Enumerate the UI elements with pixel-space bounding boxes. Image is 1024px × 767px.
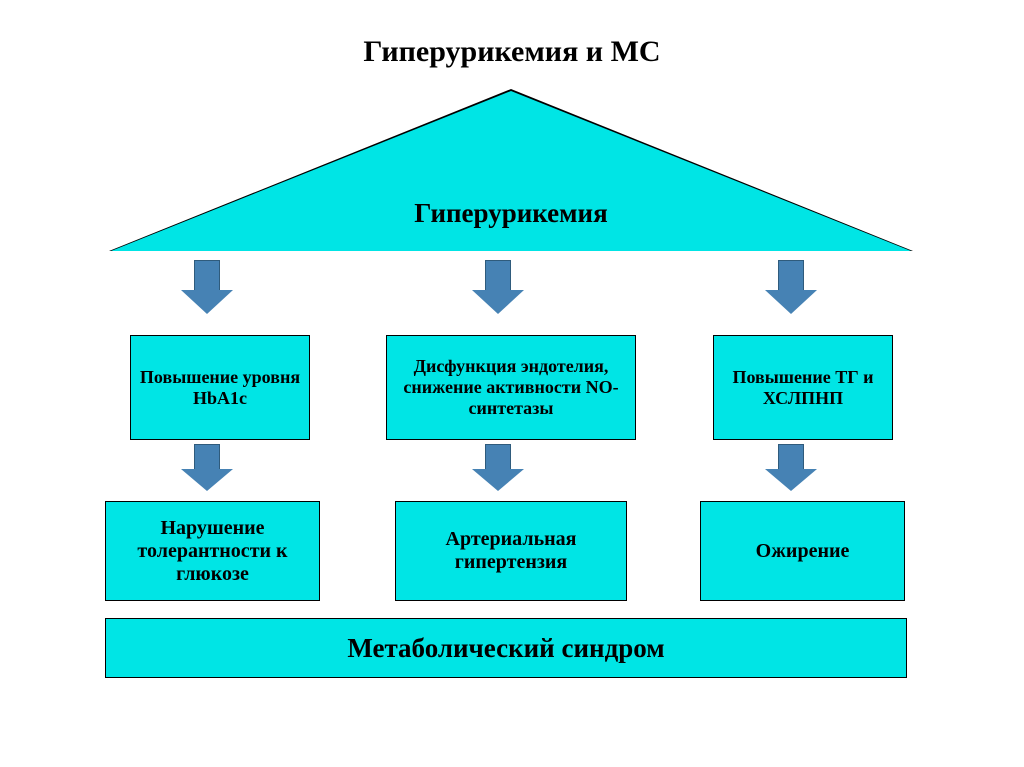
arrow-down-icon	[765, 444, 817, 491]
box-endothelium: Дисфункция эндотелия, снижение активност…	[386, 335, 636, 440]
box-label: Повышение ТГ и ХСЛПНП	[722, 367, 884, 409]
box-obesity: Ожирение	[700, 501, 905, 601]
box-label: Повышение уровня HbA1c	[139, 367, 301, 409]
arrow-down-icon	[181, 444, 233, 491]
arrow-down-icon	[765, 260, 817, 314]
box-label: Ожирение	[756, 540, 850, 563]
box-hba1c: Повышение уровня HbA1c	[130, 335, 310, 440]
page-title: Гиперурикемия и МС	[0, 35, 1024, 69]
box-metabolic-syndrome: Метаболический синдром	[105, 618, 907, 678]
arrow-down-icon	[472, 444, 524, 491]
box-hypertension: Артериальная гипертензия	[395, 501, 627, 601]
arrow-down-icon	[472, 260, 524, 314]
box-label: Нарушение толерантности к глюкозе	[114, 517, 311, 586]
box-glucose: Нарушение толерантности к глюкозе	[105, 501, 320, 601]
arrow-down-icon	[181, 260, 233, 314]
box-label: Артериальная гипертензия	[404, 528, 618, 574]
box-label: Дисфункция эндотелия, снижение активност…	[395, 356, 627, 419]
box-tg-ldl: Повышение ТГ и ХСЛПНП	[713, 335, 893, 440]
box-label: Метаболический синдром	[347, 633, 664, 664]
roof-label: Гиперурикемия	[311, 198, 711, 229]
